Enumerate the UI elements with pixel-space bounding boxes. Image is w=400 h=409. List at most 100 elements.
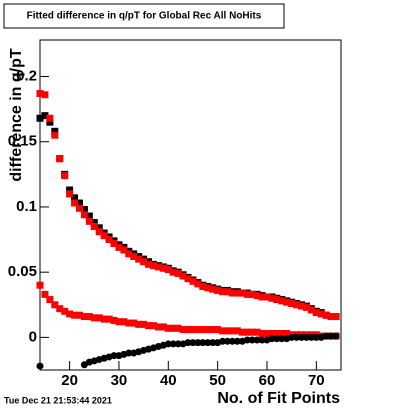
data-point: [248, 290, 256, 298]
data-point: [233, 289, 241, 297]
data-point: [258, 293, 266, 301]
data-point: [66, 190, 74, 198]
data-point: [61, 307, 69, 315]
data-point: [199, 283, 207, 291]
data-point: [164, 340, 172, 348]
data-point: [307, 306, 315, 314]
y-tick-label: 0.1: [16, 198, 37, 215]
data-point: [105, 236, 113, 244]
data-point: [288, 299, 296, 307]
data-point: [268, 335, 276, 343]
data-point: [293, 333, 301, 341]
data-point: [204, 284, 212, 292]
data-point: [253, 292, 261, 300]
data-point: [36, 281, 44, 289]
data-point: [56, 305, 64, 313]
x-tick-label: 40: [160, 372, 177, 389]
data-point: [46, 118, 54, 126]
x-tick-label: 20: [61, 372, 78, 389]
data-point: [248, 336, 256, 344]
data-point: [159, 264, 167, 272]
data-point: [80, 211, 88, 219]
x-tick-label: 70: [308, 372, 325, 389]
data-point: [283, 329, 291, 337]
data-point: [253, 328, 261, 336]
data-point: [120, 318, 128, 326]
data-point: [278, 297, 286, 305]
data-point: [184, 339, 192, 347]
data-point: [66, 186, 74, 194]
data-point: [312, 309, 320, 317]
data-point: [238, 289, 246, 297]
data-point: [243, 336, 251, 344]
data-point: [219, 337, 227, 345]
data-point: [204, 339, 212, 347]
y-axis-label: difference in q/pT: [8, 48, 25, 182]
data-point: [90, 223, 98, 231]
data-point: [46, 296, 54, 304]
data-point: [243, 290, 251, 298]
data-point: [184, 275, 192, 283]
y-tick-label: 0: [29, 328, 37, 345]
data-point: [189, 277, 197, 285]
plot-frame: [39, 39, 342, 371]
data-point: [312, 333, 320, 341]
data-point: [41, 112, 49, 120]
y-tick-label: 0.05: [8, 263, 37, 280]
data-point: [140, 258, 148, 266]
data-point: [273, 335, 281, 343]
data-point: [179, 326, 187, 334]
data-point: [322, 311, 330, 319]
data-point: [233, 337, 241, 345]
data-point: [36, 362, 44, 370]
data-point: [85, 212, 93, 220]
data-point: [110, 352, 118, 360]
data-point: [169, 324, 177, 332]
data-point: [184, 326, 192, 334]
data-point: [100, 232, 108, 240]
x-tick-label: 30: [111, 372, 128, 389]
data-point: [169, 268, 177, 276]
data-point: [268, 294, 276, 302]
data-point: [283, 298, 291, 306]
data-point: [194, 339, 202, 347]
data-point: [194, 280, 202, 288]
data-point: [219, 288, 227, 296]
data-point: [278, 335, 286, 343]
data-point: [228, 337, 236, 345]
data-point: [327, 332, 335, 340]
data-point: [95, 224, 103, 232]
data-point: [253, 336, 261, 344]
data-point: [56, 155, 64, 163]
data-point: [179, 272, 187, 280]
timestamp: Tue Dec 21 21:53:44 2021: [4, 395, 112, 405]
data-point: [130, 253, 138, 261]
data-point: [327, 313, 335, 321]
data-point: [140, 320, 148, 328]
data-point: [51, 301, 59, 309]
data-point: [145, 260, 153, 268]
data-point: [228, 327, 236, 335]
data-point: [125, 319, 133, 327]
data-point: [174, 269, 182, 277]
data-point: [66, 310, 74, 318]
data-point: [224, 337, 232, 345]
data-point: [95, 228, 103, 236]
data-point: [214, 326, 222, 334]
data-point: [135, 320, 143, 328]
data-point: [154, 323, 162, 331]
data-point: [110, 316, 118, 324]
data-point: [61, 172, 69, 180]
data-point: [120, 246, 128, 254]
data-point: [258, 336, 266, 344]
data-point: [263, 329, 271, 337]
data-point: [71, 311, 79, 319]
data-point: [149, 322, 157, 330]
x-axis-label: No. of Fit Points: [217, 390, 340, 407]
data-point: [258, 329, 266, 337]
data-point: [80, 206, 88, 214]
data-point: [248, 328, 256, 336]
data-point: [189, 339, 197, 347]
